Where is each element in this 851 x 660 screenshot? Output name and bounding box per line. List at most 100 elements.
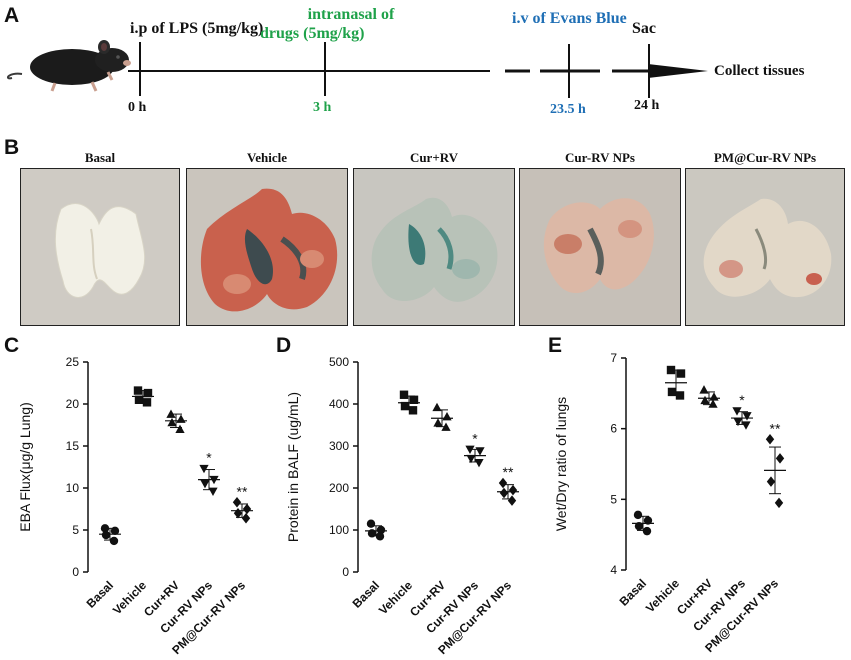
data-point bbox=[241, 512, 251, 524]
y-tick-label: 25 bbox=[66, 355, 80, 369]
data-point bbox=[765, 434, 775, 445]
data-point bbox=[675, 391, 685, 400]
data-point bbox=[375, 532, 385, 541]
time-23-5h-label: 23.5 h bbox=[550, 102, 586, 117]
data-point bbox=[775, 453, 785, 464]
data-point bbox=[376, 525, 386, 535]
lps-injection-label: i.p of LPS (5mg/kg) bbox=[130, 20, 264, 37]
data-point bbox=[166, 409, 176, 418]
y-tick-label: 500 bbox=[329, 355, 349, 369]
lung-photo-cur-rv bbox=[353, 168, 515, 326]
timeline-arrowhead bbox=[648, 64, 708, 78]
data-point bbox=[100, 524, 110, 533]
data-point bbox=[441, 422, 451, 431]
data-point bbox=[233, 507, 243, 519]
data-point bbox=[167, 417, 177, 427]
y-tick-label: 300 bbox=[329, 439, 349, 453]
photo-label-basal: Basal bbox=[84, 150, 116, 165]
panel-label-d: D bbox=[276, 334, 292, 357]
y-tick-label: 20 bbox=[66, 397, 80, 411]
significance-marker: ** bbox=[503, 464, 514, 480]
data-point bbox=[642, 526, 652, 536]
y-tick-label: 10 bbox=[66, 481, 80, 495]
data-point bbox=[133, 386, 143, 395]
panel-label-a: A bbox=[4, 4, 20, 27]
intranasal-label-line1: intranasal of bbox=[307, 6, 395, 23]
data-point bbox=[766, 476, 776, 487]
y-tick-label: 100 bbox=[329, 523, 349, 537]
data-point bbox=[465, 445, 475, 454]
data-point bbox=[101, 530, 111, 540]
lung-photo-vehicle bbox=[186, 168, 348, 326]
y-tick-label: 5 bbox=[72, 523, 79, 537]
y-tick-label: 200 bbox=[329, 481, 349, 495]
data-point bbox=[409, 395, 419, 404]
photo-label-cur-rv-nps: Cur-RV NPs bbox=[565, 150, 635, 165]
data-point bbox=[142, 398, 152, 407]
time-3h-label: 3 h bbox=[313, 100, 332, 115]
data-point bbox=[242, 503, 252, 515]
data-point bbox=[499, 487, 509, 499]
data-point bbox=[742, 412, 752, 421]
evans-blue-label: i.v of Evans Blue bbox=[512, 10, 627, 27]
panel-label-e: E bbox=[548, 334, 563, 357]
lung-photo-pm-cur-rv-nps bbox=[685, 168, 845, 326]
y-tick-label: 6 bbox=[610, 422, 617, 436]
data-point bbox=[633, 510, 643, 520]
data-point bbox=[143, 388, 153, 398]
photo-label-pm-cur-rv-nps: PM@Cur-RV NPs bbox=[713, 150, 817, 165]
data-point bbox=[209, 475, 219, 485]
y-tick-label: 7 bbox=[610, 351, 617, 365]
panel-label-b: B bbox=[4, 136, 20, 159]
data-point bbox=[134, 395, 144, 404]
data-point bbox=[367, 529, 377, 538]
intranasal-label-line2: drugs (5mg/kg) bbox=[260, 25, 365, 42]
data-point bbox=[232, 497, 242, 508]
data-point bbox=[733, 417, 743, 427]
data-point bbox=[634, 521, 644, 531]
y-axis-title: EBA Flux(μg/g Lung) bbox=[17, 402, 33, 531]
data-point bbox=[110, 526, 120, 536]
data-point bbox=[700, 395, 710, 405]
significance-marker: * bbox=[206, 450, 212, 466]
photo-label-cur-rv: Cur+RV bbox=[409, 150, 459, 165]
mouse-icon bbox=[6, 40, 131, 92]
y-tick-label: 15 bbox=[66, 439, 80, 453]
data-point bbox=[708, 399, 718, 408]
data-point bbox=[699, 385, 709, 394]
data-point bbox=[774, 497, 784, 509]
y-tick-label: 4 bbox=[610, 563, 617, 577]
y-tick-label: 0 bbox=[72, 565, 79, 579]
collect-tissues-label: Collect tissues bbox=[714, 63, 805, 79]
data-point bbox=[400, 401, 410, 411]
y-axis-title: Protein in BALF (ug/mL) bbox=[285, 392, 301, 542]
sac-label: Sac bbox=[632, 20, 656, 37]
data-point bbox=[408, 406, 418, 415]
data-point bbox=[200, 480, 210, 489]
data-point bbox=[433, 418, 443, 427]
significance-marker: * bbox=[472, 430, 478, 446]
panel-label-c: C bbox=[4, 334, 20, 357]
data-point bbox=[741, 421, 751, 430]
data-point bbox=[466, 454, 476, 464]
y-tick-label: 0 bbox=[342, 565, 349, 579]
photo-label-vehicle: Vehicle bbox=[247, 150, 287, 165]
data-point bbox=[508, 484, 518, 496]
data-point bbox=[709, 392, 719, 401]
data-point bbox=[399, 390, 409, 399]
data-point bbox=[732, 407, 742, 416]
timeline-diagram bbox=[6, 40, 708, 98]
data-point bbox=[474, 459, 484, 468]
data-point bbox=[475, 447, 485, 456]
lung-photo-cur-rv-nps bbox=[519, 168, 681, 326]
data-point bbox=[208, 487, 218, 496]
data-point bbox=[498, 477, 508, 489]
data-point bbox=[507, 495, 517, 506]
significance-marker: * bbox=[739, 392, 745, 408]
data-point bbox=[666, 365, 676, 375]
significance-marker: ** bbox=[237, 483, 248, 499]
data-point bbox=[175, 424, 185, 433]
data-point bbox=[643, 516, 653, 525]
